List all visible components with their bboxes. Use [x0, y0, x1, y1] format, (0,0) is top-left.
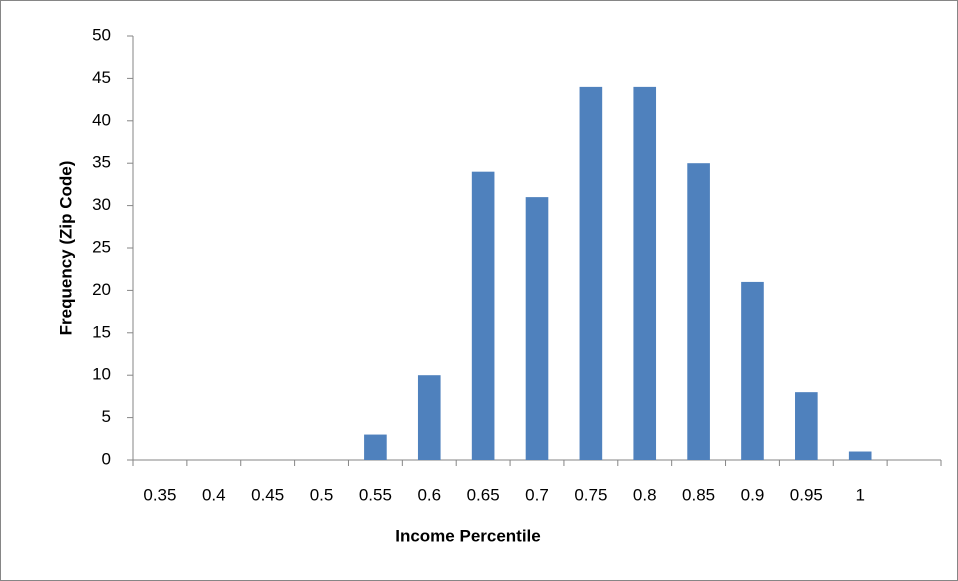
bar: [579, 86, 603, 460]
y-tick-label: 50: [92, 25, 111, 44]
y-tick-label: 45: [92, 68, 111, 87]
bar: [795, 392, 818, 460]
bar: [848, 451, 872, 460]
y-tick-label: 20: [92, 280, 111, 299]
y-tick-label: 5: [102, 407, 111, 426]
bar: [741, 281, 764, 460]
bar: [633, 86, 657, 460]
x-tick-label: 0.9: [741, 485, 765, 504]
x-axis-title: Income Percentile: [395, 526, 541, 545]
x-tick-label: 0.5: [310, 485, 334, 504]
x-tick-label: 1: [855, 485, 864, 504]
x-tick-label: 0.85: [682, 485, 715, 504]
bar: [687, 163, 710, 460]
y-tick-label: 10: [92, 365, 111, 384]
x-tick-label: 0.4: [202, 485, 226, 504]
x-tick-label: 0.45: [251, 485, 284, 504]
bar: [364, 434, 387, 460]
x-tick-label: 0.8: [633, 485, 657, 504]
y-tick-label: 40: [92, 110, 111, 129]
x-tick-label: 0.95: [790, 485, 823, 504]
x-tick-label: 0.55: [359, 485, 392, 504]
bar: [471, 171, 495, 460]
y-tick-label: 0: [102, 449, 111, 468]
bar: [525, 197, 549, 460]
y-tick-label: 15: [92, 322, 111, 341]
y-axis-title: Frequency (Zip Code): [56, 161, 75, 336]
x-tick-label: 0.65: [467, 485, 500, 504]
y-tick-label: 30: [92, 195, 111, 214]
y-tick-label: 25: [92, 237, 111, 256]
x-tick-label: 0.6: [417, 485, 441, 504]
x-tick-label: 0.35: [143, 485, 176, 504]
bar: [417, 375, 441, 460]
x-tick-label: 0.7: [525, 485, 549, 504]
y-tick-label: 35: [92, 153, 111, 172]
x-tick-label: 0.75: [574, 485, 607, 504]
